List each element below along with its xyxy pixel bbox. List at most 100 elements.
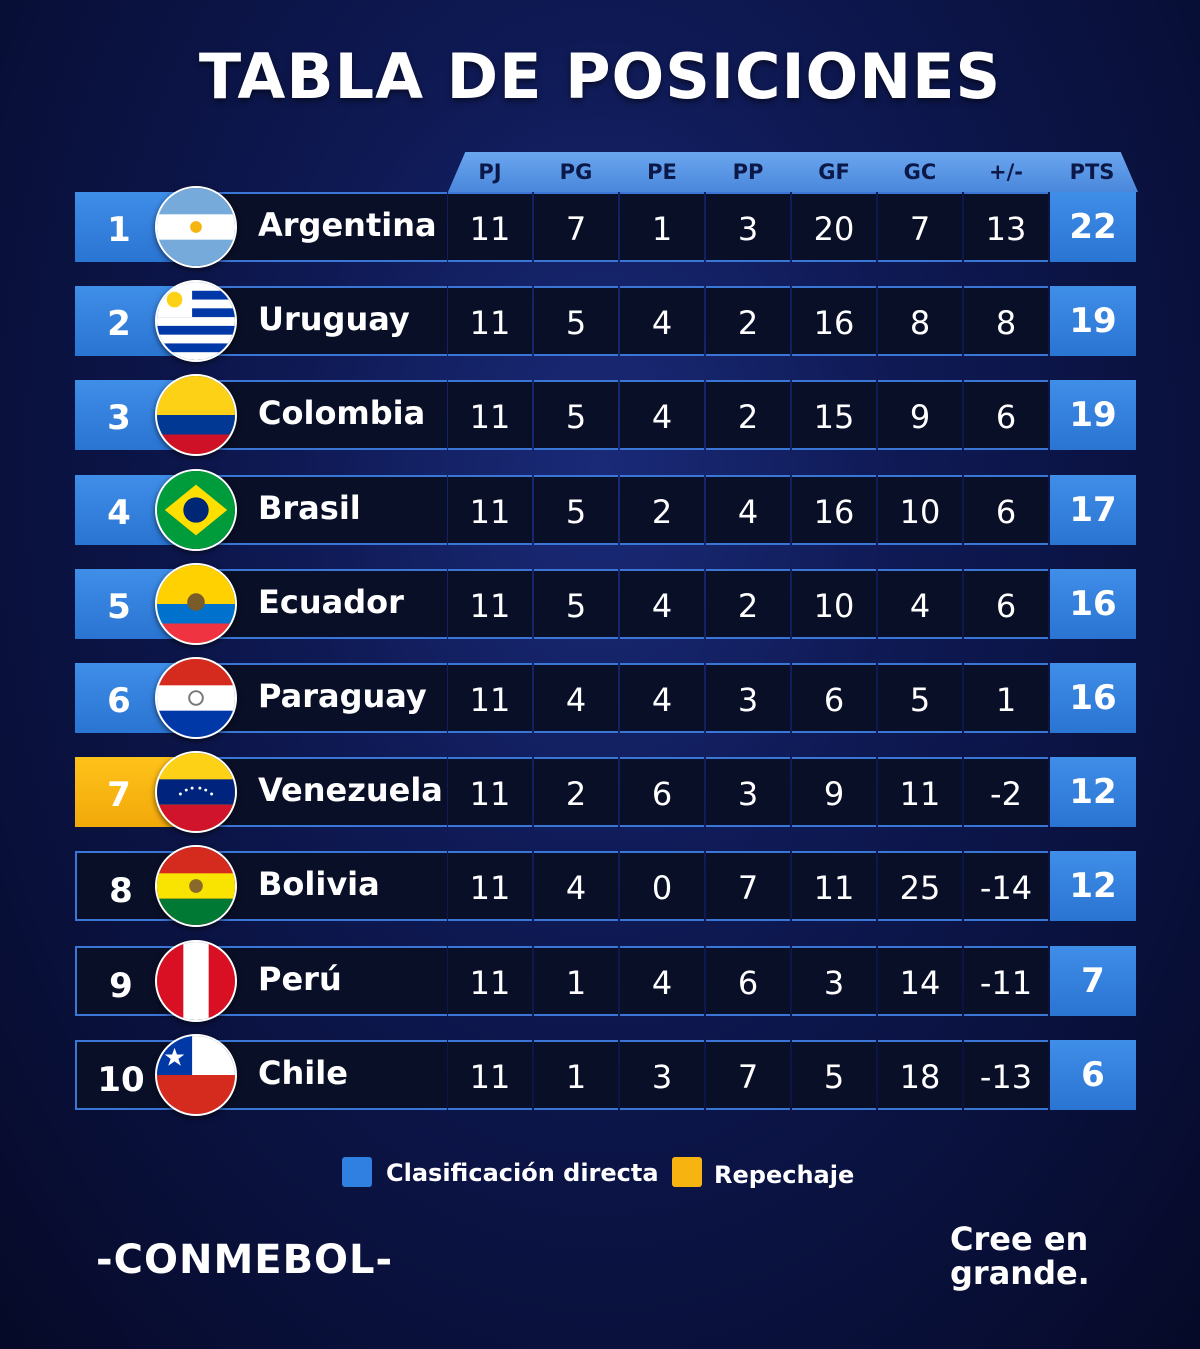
rank-number: 2 — [107, 304, 131, 345]
team-name: Uruguay — [258, 300, 410, 339]
stat-cell-pj: 11 — [448, 286, 532, 357]
stat-cell-gc: 10 — [878, 474, 962, 545]
stat-cell-pg: 1 — [534, 945, 618, 1016]
table-row: 4 Brasil 11 5 2 4 16 10 6 17 — [75, 468, 1137, 551]
uruguay-flag-icon — [155, 280, 237, 363]
points-cell: 19 — [1050, 286, 1136, 357]
stat-cell-gf: 3 — [792, 945, 876, 1016]
team-name: Chile — [258, 1053, 348, 1092]
bolivia-flag-icon — [155, 845, 237, 928]
stat-cell-pg: 7 — [534, 192, 618, 262]
table-row: 2 Uruguay 11 5 4 2 16 8 8 19 — [75, 280, 1137, 363]
stat-cell-diff: -2 — [964, 757, 1048, 828]
stat-cell-gc: 5 — [878, 663, 962, 733]
points-cell: 17 — [1050, 474, 1136, 545]
stat-cell-pj: 11 — [448, 568, 532, 639]
stat-cell-pg: 2 — [534, 757, 618, 828]
column-header: GF — [818, 160, 850, 184]
stat-cell-pj: 11 — [448, 757, 532, 828]
stat-cell-pj: 11 — [448, 192, 532, 262]
chile-flag-icon — [155, 1033, 237, 1116]
rank-number: 1 — [107, 210, 131, 250]
legend-playoff-label: Repechaje — [714, 1161, 855, 1189]
table-row: 6 Paraguay 11 4 4 3 6 5 1 16 — [75, 657, 1137, 739]
stat-cell-gc: 4 — [878, 568, 962, 639]
stat-cell-gf: 5 — [792, 1039, 876, 1110]
stat-cell-pe: 2 — [620, 474, 704, 545]
table-row: 3 Colombia 11 5 4 2 15 9 6 19 — [75, 374, 1137, 457]
argentina-flag-icon — [155, 186, 237, 268]
stat-cell-pj: 11 — [448, 474, 532, 545]
stat-cell-pj: 11 — [448, 663, 532, 733]
stat-cell-gc: 7 — [878, 192, 962, 262]
stat-cell-gf: 10 — [792, 568, 876, 639]
stat-cell-pj: 11 — [448, 1039, 532, 1110]
slogan-line-2: grande. — [950, 1254, 1090, 1292]
stat-cell-diff: 6 — [964, 380, 1048, 451]
table-row: 10 Chile 11 1 3 7 5 18 -13 6 — [75, 1033, 1137, 1116]
points-cell: 6 — [1050, 1039, 1136, 1110]
points-cell: 16 — [1050, 568, 1136, 639]
stat-cell-gf: 6 — [792, 663, 876, 733]
stat-cell-pp: 7 — [706, 1039, 790, 1110]
stat-cell-diff: -14 — [964, 851, 1048, 922]
stat-cell-gc: 18 — [878, 1039, 962, 1110]
stat-cell-pp: 4 — [706, 474, 790, 545]
column-header: PE — [647, 160, 677, 184]
stat-cell-pe: 0 — [620, 851, 704, 922]
team-name: Brasil — [258, 488, 361, 527]
stat-cell-pp: 3 — [706, 663, 790, 733]
table-row: 9 Perú 11 1 4 6 3 14 -11 7 — [75, 939, 1137, 1022]
legend-playoff-swatch — [672, 1157, 702, 1187]
peru-flag-icon — [155, 939, 237, 1022]
stat-cell-pj: 11 — [448, 380, 532, 451]
stat-cell-gc: 25 — [878, 851, 962, 922]
stat-cell-pe: 6 — [620, 757, 704, 828]
column-header: PJ — [478, 160, 502, 184]
team-name: Bolivia — [258, 865, 380, 904]
stat-cell-diff: -11 — [964, 945, 1048, 1016]
stat-cell-pp: 2 — [706, 380, 790, 451]
stat-cell-diff: 6 — [964, 474, 1048, 545]
stat-cell-gc: 8 — [878, 286, 962, 357]
rank-number: 3 — [107, 398, 131, 439]
table-header-bar — [448, 152, 1138, 192]
slogan: Cree en grande. — [950, 1222, 1150, 1290]
stat-cell-pp: 6 — [706, 945, 790, 1016]
stat-cell-pg: 4 — [534, 663, 618, 733]
points-cell: 16 — [1050, 663, 1136, 733]
team-name: Perú — [258, 959, 342, 998]
column-header: PG — [559, 160, 593, 184]
rank-number: 10 — [97, 1059, 145, 1100]
team-name: Paraguay — [258, 677, 427, 715]
stat-cell-gc: 11 — [878, 757, 962, 828]
rank-cell: 6 — [75, 663, 175, 733]
points-cell: 12 — [1050, 851, 1136, 922]
table-row: 5 Ecuador 11 5 4 2 10 4 6 16 — [75, 562, 1137, 645]
paraguay-flag-icon — [155, 657, 237, 739]
stat-cell-gc: 14 — [878, 945, 962, 1016]
rank-number: 6 — [107, 681, 131, 721]
stat-cell-pg: 5 — [534, 474, 618, 545]
rank-cell: 5 — [75, 568, 175, 639]
stat-cell-pp: 3 — [706, 192, 790, 262]
rank-number: 8 — [109, 871, 133, 912]
stat-cell-pg: 1 — [534, 1039, 618, 1110]
points-cell: 12 — [1050, 757, 1136, 828]
team-name: Venezuela — [258, 771, 443, 810]
stat-cell-pe: 4 — [620, 945, 704, 1016]
stat-cell-pe: 4 — [620, 286, 704, 357]
stat-cell-pg: 5 — [534, 286, 618, 357]
team-name: Ecuador — [258, 582, 404, 621]
column-header: GC — [903, 160, 937, 184]
stat-cell-pe: 3 — [620, 1039, 704, 1110]
slogan-line-1: Cree en — [950, 1220, 1089, 1258]
page-title: TABLA DE POSICIONES — [198, 40, 1002, 113]
stat-cell-pg: 5 — [534, 568, 618, 639]
venezuela-flag-icon — [155, 751, 237, 834]
stat-cell-pp: 2 — [706, 568, 790, 639]
stat-cell-pp: 3 — [706, 757, 790, 828]
colombia-flag-icon — [155, 374, 237, 457]
table-row: 7 Venezuela 11 2 6 3 9 11 -2 12 — [75, 751, 1137, 834]
stat-cell-gc: 9 — [878, 380, 962, 451]
